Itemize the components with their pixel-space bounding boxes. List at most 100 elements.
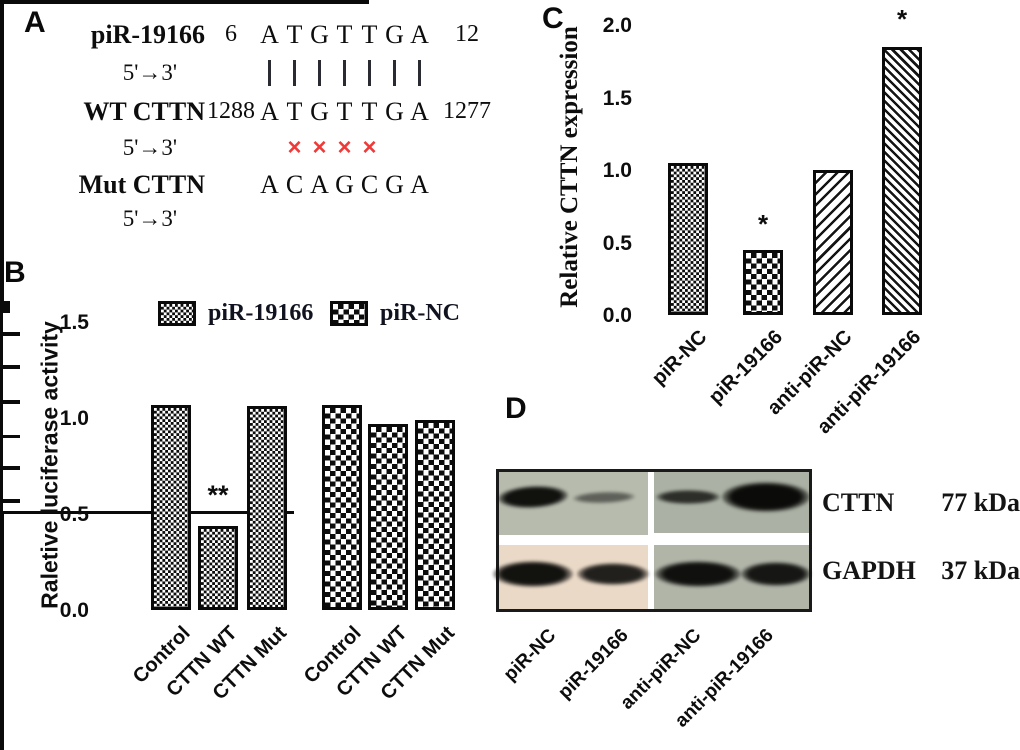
legend-swatch-pir19166: [158, 301, 196, 326]
mismatch-cross: ×: [312, 134, 327, 161]
pairing-cell: [307, 60, 332, 86]
panel-c-ytick-label: 0.5: [602, 231, 632, 255]
pairing-cell: [282, 60, 307, 86]
panel-b-errbar-stem: [0, 411, 3, 435]
pairing-bar: [293, 60, 296, 86]
legend-label: piR-19166: [208, 300, 314, 326]
panel-b-errbar-cap: [0, 434, 20, 439]
pairing-bar: [418, 60, 421, 86]
pairing-bar: [343, 60, 346, 86]
panel-c-label: C: [542, 2, 564, 35]
panel-a-label: A: [24, 6, 46, 39]
seq-letter: T: [361, 19, 378, 49]
protein-name: GAPDH: [822, 556, 916, 585]
panel-b-x-axis: [0, 0, 369, 4]
band-cttn-lane4: [722, 482, 810, 512]
panel-b-errbar-cap: [0, 499, 20, 503]
panel-b-ylabel: Raletive luciferase activity: [36, 321, 63, 609]
seq-letter: T: [336, 96, 353, 126]
panel-b-errbar-stem: [0, 312, 3, 333]
protein-name: CTTN: [822, 488, 895, 517]
panel-c-bar-3: [882, 46, 922, 315]
panel-c-y-axis: [0, 514, 4, 750]
protein-size: 77 kDa: [941, 488, 1020, 517]
panel-b-ytick-label: 0.0: [59, 599, 89, 622]
pairing-bar: [268, 60, 271, 86]
panel-b-ytick: [0, 309, 10, 313]
band-gapdh-lane1: [493, 561, 573, 587]
alignment-row-mismatch: 5'→3' × × × ×: [20, 130, 540, 166]
panel-c-ylabel: Relative CTTN expression: [556, 26, 583, 308]
panel-b-xtick: [0, 438, 3, 447]
band-cttn-lane3: [656, 490, 720, 504]
panel-b-significance: **: [207, 480, 229, 510]
band-gapdh-lane3: [655, 561, 741, 587]
panel-b-bar-5: [415, 419, 455, 610]
western-blot: [493, 469, 812, 612]
panel-b-errbar-stem: [0, 446, 3, 467]
pairing-cell: [382, 60, 407, 86]
seq-letter: T: [286, 19, 303, 49]
panel-b-bar-4: [368, 423, 408, 610]
seq-letter: A: [260, 19, 279, 49]
panel-b-errbar-stem: [0, 376, 3, 401]
protein-size: 37 kDa: [941, 556, 1020, 585]
seq-letter: G: [385, 96, 404, 126]
panel-c-bar-2: [813, 170, 853, 315]
panel-b-bar-3: [322, 404, 362, 610]
panel-b-errbar-stem: [0, 477, 3, 500]
panel-b-errbar-cap: [0, 332, 20, 336]
panel-b-ytick: [0, 303, 10, 307]
panel-c-bar-0: [668, 162, 708, 315]
seq-letter: A: [410, 169, 429, 199]
panel-b-bar-1: [198, 525, 238, 610]
blot-row-label-cttn: CTTN 77 kDa: [822, 488, 1020, 518]
panel-c-ytick-label: 1.0: [602, 159, 632, 182]
panel-b-ytick-label: 0.5: [59, 503, 89, 526]
panel-b-xtick: [0, 403, 3, 412]
pairing-bar: [368, 60, 371, 86]
panel-c-xtick-label: piR-NC: [648, 326, 712, 390]
seq-letter: G: [385, 19, 404, 49]
panel-b-xtick: [0, 502, 3, 511]
band-gapdh-lane4: [741, 562, 811, 586]
panel-b-bar-2: [247, 406, 287, 610]
legend-item-pir19166: piR-19166: [158, 300, 313, 327]
seq-name: piR-19166: [90, 19, 205, 49]
panel-b-ytick-label: 1.5: [59, 311, 89, 334]
pairing-bar: [318, 60, 321, 86]
seq-letter: A: [410, 19, 429, 49]
legend-label: piR-NC: [380, 300, 461, 326]
panel-b-label: B: [4, 256, 26, 289]
seq-letter: A: [260, 169, 279, 199]
panel-c-significance: *: [896, 4, 908, 35]
seq-letter: T: [286, 96, 303, 126]
panel-c-x-axis: [0, 510, 294, 515]
panel-b-ytick-label: 1.0: [59, 407, 89, 430]
seq-letter: C: [360, 169, 379, 199]
pairing-cell: [332, 60, 357, 86]
mismatch-spacer: [257, 134, 282, 162]
panel-b-errbar-stem: [0, 343, 3, 366]
seq-letter: C: [285, 169, 304, 199]
seq-name: Mut CTTN: [78, 169, 205, 199]
panel-b-xtick: [0, 469, 3, 478]
panel-b-ytick: [0, 300, 10, 304]
seq-start-pos: 6: [225, 21, 237, 47]
seq-letter: G: [385, 169, 404, 199]
base-pairing-bars: [257, 60, 432, 86]
seq-letter: A: [410, 96, 429, 126]
panel-b-xtick: [0, 368, 3, 377]
pairing-cell: [407, 60, 432, 86]
legend-item-pirnc: piR-NC: [330, 300, 460, 327]
seq-letter: A: [310, 169, 329, 199]
mismatch-cross: ×: [287, 134, 302, 161]
pairing-bar: [393, 60, 396, 86]
panel-c-ytick-label: 0.0: [602, 304, 632, 327]
